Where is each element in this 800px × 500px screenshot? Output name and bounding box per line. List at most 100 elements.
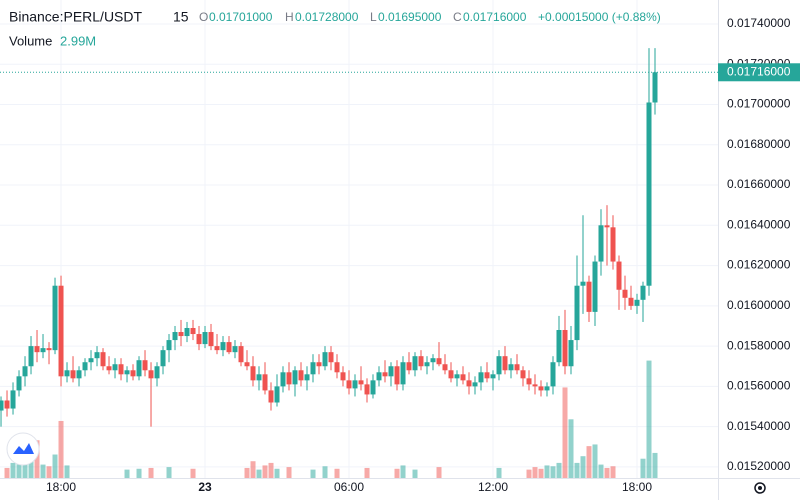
candle-body (364, 384, 370, 395)
y-tick-label: 0.01700000 (727, 97, 791, 111)
volume-bar (592, 444, 598, 478)
candle-body (10, 390, 16, 409)
candle-body (334, 362, 340, 373)
gear[interactable] (754, 482, 766, 494)
volume-bar (322, 466, 328, 478)
ohlc-value: 0.01728000 (295, 10, 359, 24)
candle-body (472, 382, 478, 387)
last-price-tag (718, 63, 800, 82)
header: Binance:PERL/USDT 15 O 0.01701000 H 0.01… (9, 9, 661, 49)
candle-body (316, 362, 322, 367)
y-tick-label: 0.01580000 (727, 338, 791, 352)
volume-bar (10, 462, 16, 478)
volume-bar (562, 387, 568, 478)
candle-body (196, 334, 202, 345)
candle-body (598, 225, 604, 262)
candle-body (16, 376, 22, 391)
candle-body (238, 346, 244, 363)
candle-body (0, 400, 4, 411)
volume-bar (394, 468, 400, 478)
ohlc-label: O (199, 10, 208, 24)
candle-body (652, 72, 658, 103)
candle-body (424, 362, 430, 367)
volume-bar (538, 468, 544, 478)
volume-bar (610, 466, 616, 478)
candle-body (124, 370, 130, 375)
volume-bar (40, 464, 46, 478)
volume-bar (52, 454, 58, 478)
volume-bar (16, 459, 22, 478)
candle-body (82, 362, 88, 371)
volume-bar (646, 360, 652, 478)
candle-body (400, 362, 406, 385)
volume-bar (46, 466, 52, 478)
volume-bar (310, 469, 316, 478)
candle-body (142, 360, 148, 371)
logo-circle[interactable] (6, 432, 40, 466)
ohlc-label: L (370, 10, 377, 24)
ohlc-value: 0.01701000 (209, 10, 273, 24)
candle-body (244, 362, 250, 367)
y-tick-label: 0.01620000 (727, 258, 791, 272)
volume-bar (652, 452, 658, 478)
volume-bar (286, 467, 292, 478)
y-tick-label: 0.01540000 (727, 419, 791, 433)
x-tick-label: 18:00 (622, 480, 652, 494)
volume-bar (136, 468, 142, 478)
y-tick-label: 0.01660000 (727, 177, 791, 191)
candle-body (34, 346, 40, 353)
ohlc-value: 0.01695000 (378, 10, 442, 24)
candle-body (358, 380, 364, 385)
candle-body (610, 227, 616, 262)
settings-button[interactable] (754, 482, 766, 494)
candle-body (616, 261, 622, 290)
candle-body (292, 370, 298, 385)
volume-bar (262, 465, 268, 478)
candle-body (574, 285, 580, 341)
candle-body (394, 366, 400, 385)
candle-body (58, 285, 64, 377)
logo-shape[interactable] (13, 443, 34, 454)
volume-bar (550, 466, 556, 478)
y-tick-label: 0.01600000 (727, 298, 791, 312)
volume-bar (556, 462, 562, 478)
volume-bar (124, 469, 130, 478)
candle-body (112, 364, 118, 371)
candle-body (490, 374, 496, 379)
candle-body (640, 285, 646, 300)
candle-body (250, 366, 256, 381)
candle-body (406, 362, 412, 371)
candle-body (328, 352, 334, 363)
volume-bar (598, 464, 604, 478)
candle-body (388, 366, 394, 377)
volume-bar (190, 468, 196, 478)
candle-body (4, 400, 10, 409)
candle-body (580, 281, 586, 286)
volume-bar (364, 467, 370, 478)
logo[interactable] (6, 432, 40, 466)
volume-bar (568, 419, 574, 478)
volume-bar (274, 468, 280, 478)
candle-body (100, 352, 106, 367)
y-tick-label: 0.01520000 (727, 459, 791, 473)
candle-body (286, 372, 292, 385)
candle-body (508, 364, 514, 371)
volume-bar (526, 469, 532, 478)
volume-bar (586, 446, 592, 478)
candle-body (430, 358, 436, 363)
gear-center[interactable] (758, 486, 762, 490)
candle-body (298, 370, 304, 381)
candle-body (184, 327, 190, 337)
ohlc-label: H (285, 10, 294, 24)
candle-body (172, 332, 178, 341)
volume-bar (604, 467, 610, 478)
volume-bar (4, 467, 10, 478)
volume-bar (166, 467, 172, 478)
candle-body (52, 285, 58, 351)
candle-body (148, 370, 154, 379)
candle-body (94, 352, 100, 359)
candle-body (370, 380, 376, 395)
candle-body (268, 390, 274, 403)
